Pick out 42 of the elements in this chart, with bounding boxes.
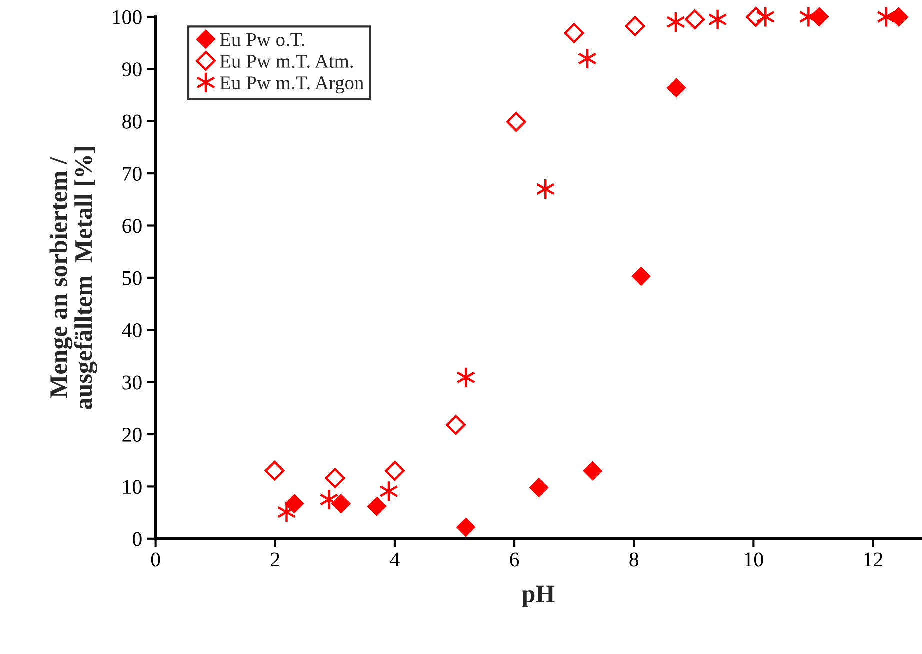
legend-label: Eu Pw o.T.	[220, 33, 304, 46]
point	[625, 16, 646, 36]
y-tick-label: 80	[122, 114, 142, 129]
y-axis-title: Menge an sorbiertem / ausgefälltem Metall [%]	[50, 148, 98, 410]
point	[367, 497, 387, 516]
y-tick-label: 30	[122, 376, 142, 390]
y-tick-label: 50	[123, 271, 142, 286]
point	[564, 23, 584, 44]
point	[530, 478, 549, 498]
point	[583, 462, 602, 481]
y-tick-label: 60	[122, 219, 142, 234]
point	[889, 7, 908, 27]
y-tick-label: 90	[122, 62, 142, 77]
x-tick-label: 0	[151, 552, 160, 567]
x-tick-label: 4	[390, 552, 400, 567]
y-tick-label: 10	[124, 480, 142, 494]
y-tick-label: 0	[133, 532, 142, 546]
point	[667, 78, 686, 98]
x-tick-label: 2	[271, 552, 280, 567]
x-tick-label: 6	[510, 552, 520, 567]
x-tick-label: 12	[864, 552, 883, 567]
y-tick-label: 20	[122, 428, 142, 442]
point	[446, 415, 466, 436]
point	[320, 488, 339, 511]
y-tick-label: 100	[113, 10, 142, 24]
point	[325, 468, 346, 488]
point	[277, 501, 296, 524]
legend-label: Eu Pw m.T. Argon	[220, 76, 364, 94]
point	[456, 518, 476, 537]
point	[685, 10, 706, 30]
x-tick-label: 8	[630, 552, 639, 567]
x-tick-label: 10	[745, 552, 764, 567]
point	[708, 8, 728, 30]
legend-label: Eu Pw m.T. Atm.	[220, 54, 354, 68]
point	[264, 461, 285, 481]
x-axis-title: pH	[522, 586, 555, 608]
point	[506, 112, 526, 132]
y-tick-label: 70	[123, 166, 142, 182]
point	[332, 494, 351, 514]
point	[385, 461, 405, 481]
y-tick-label: 40	[122, 324, 142, 338]
point	[632, 266, 651, 286]
